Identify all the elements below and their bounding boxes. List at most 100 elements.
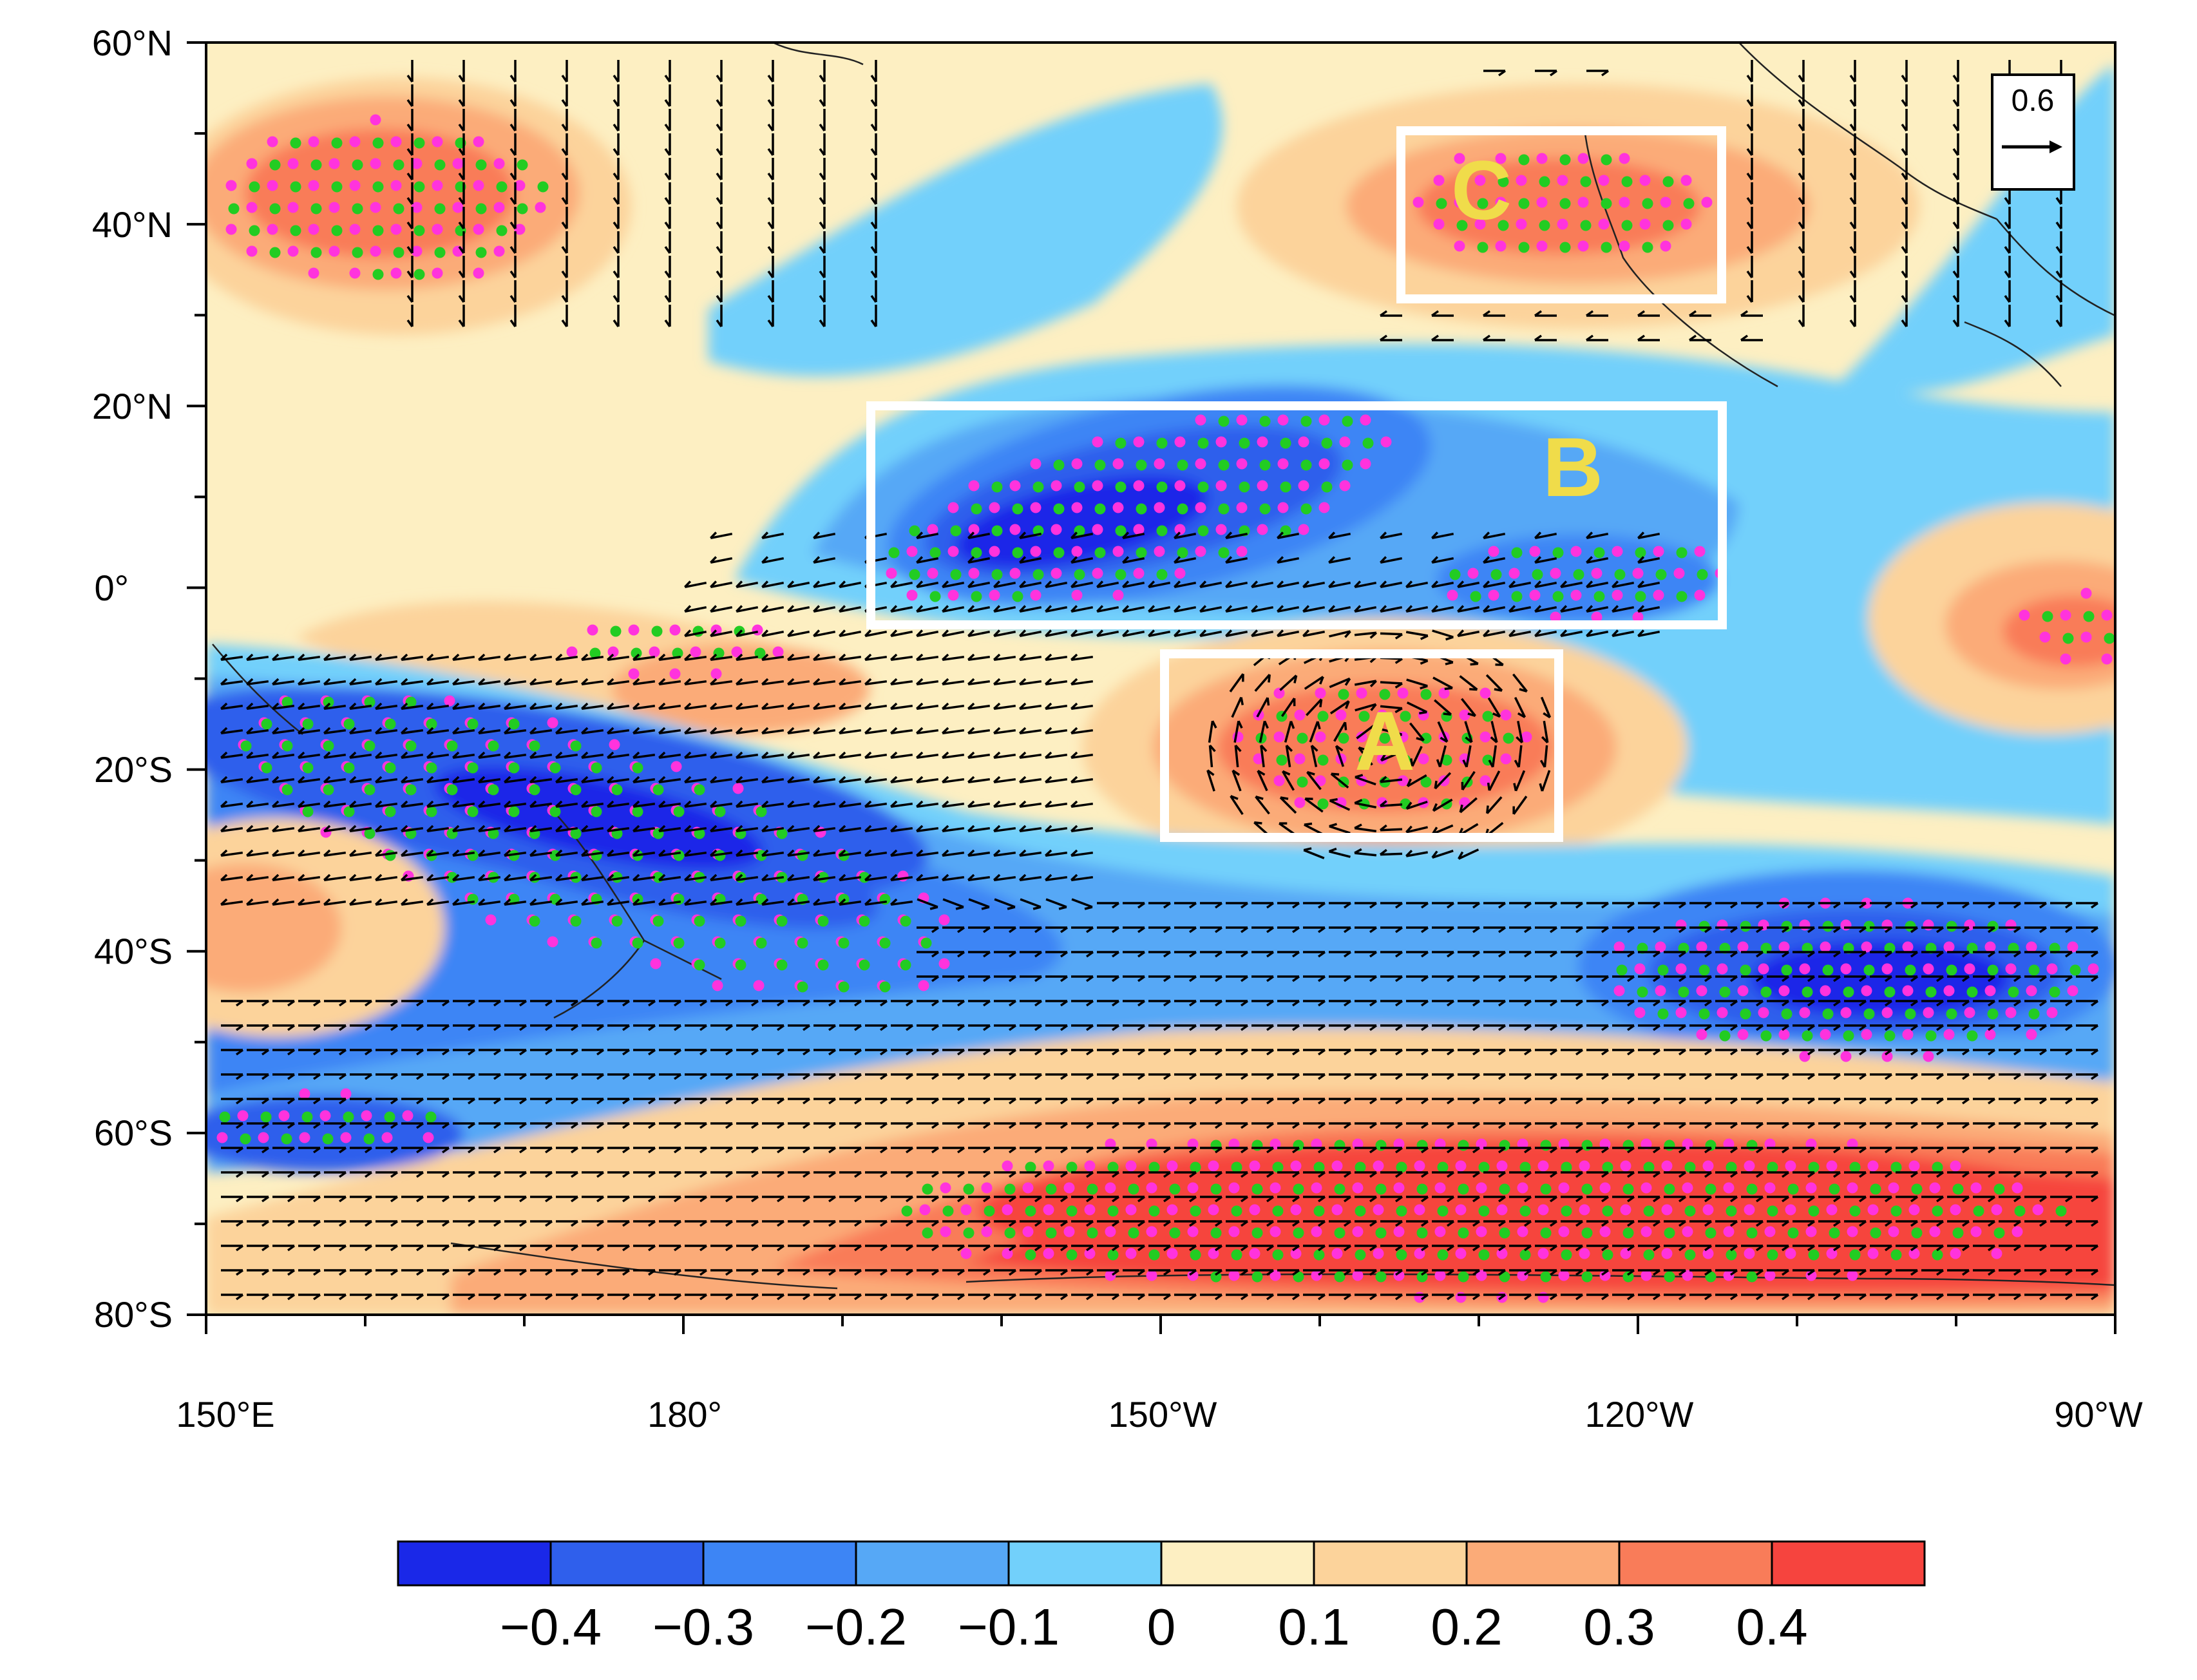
wind-vector-head [1781,1269,1790,1276]
stipple-dot [1653,546,1664,557]
wind-vector [1328,557,1351,564]
wind-vector-head [1549,951,1558,958]
wind-vector-head [415,1245,424,1252]
stipple-dot [1723,1270,1735,1281]
wind-vector-head [375,678,383,685]
wind-vector [1225,532,1248,540]
wind-vector-head [2013,1000,2022,1007]
wind-vector-head [1369,1245,1378,1252]
wind-vector-head [1549,975,1558,982]
stipple-dot [1280,437,1291,449]
wind-vector-head [1289,720,1295,729]
wind-vector [1465,745,1472,768]
wind-vector-head [338,1024,347,1031]
stipple-dot [328,158,340,169]
wind-vector-head [1240,1000,1249,1007]
stipple-dot [1154,458,1165,470]
stipple-dot [1342,459,1353,471]
wind-vector-head [647,1269,656,1276]
wind-vector-head [1781,951,1790,958]
wind-vector-head [839,751,846,759]
stipple-dot [1847,1182,1858,1194]
wind-vector-head [1961,1098,1970,1105]
stipple-dot [1277,458,1289,470]
wind-vector-head [916,800,924,808]
wind-vector [1411,745,1423,767]
wind-vector-head [802,1245,811,1252]
wind-vector-head [664,221,671,230]
wind-vector-head [905,1147,914,1154]
stipple-dot [2032,1204,2044,1216]
wind-vector-head [684,776,692,783]
wind-vector [1512,796,1528,815]
wind-vector-head [458,196,465,205]
wind-vector [1281,770,1295,791]
wind-vector [323,729,347,735]
wind-vector-head [1534,531,1542,539]
wind-vector-head [1884,902,1893,909]
wind-vector-head [1807,1245,1816,1252]
stipple-dot [1602,1205,1613,1217]
wind-vector-head [1781,1245,1790,1252]
wind-vector-head [1832,1220,1841,1227]
wind-vector-head [776,1122,785,1129]
wind-vector-head [864,751,872,759]
wind-vector-head [529,898,537,906]
wind-vector [839,753,862,759]
wind-vector-head [776,1269,785,1276]
wind-vector-head [658,751,666,759]
stipple-dot [963,1227,975,1239]
wind-vector [426,753,450,759]
stipple-dot [1993,1183,2005,1195]
wind-vector [1045,606,1068,613]
wind-vector [1045,680,1068,686]
wind-vector [1406,800,1428,810]
wind-vector-head [1111,1073,1120,1080]
wind-vector-head [467,1245,476,1252]
wind-vector-head [478,776,486,783]
stipple-dot [1660,240,1671,252]
wind-vector-head [261,1122,270,1129]
wind-vector [1586,557,1609,564]
wind-vector-head [2055,221,2062,230]
wind-vector-head [1214,1245,1223,1252]
stipple-dot [1043,1204,1054,1216]
wind-vector-head [298,776,305,783]
wind-vector-head [415,1049,424,1056]
wind-vector [684,826,707,833]
wind-vector [555,655,578,662]
stipple-dot [1863,921,1875,932]
wind-vector [1234,745,1239,768]
wind-vector-head [1329,797,1338,802]
stipple-dot [1317,754,1329,766]
wind-vector-head [298,873,305,881]
wind-vector [272,655,295,662]
stipple-dot [1778,1029,1790,1040]
stipple-dot [547,936,558,948]
stipple-dot [302,718,314,730]
wind-vector-head [1516,736,1523,743]
wind-vector-head [710,727,718,734]
wind-vector [1070,778,1094,784]
stipple-dot [1612,546,1623,557]
wind-vector-head [581,898,589,906]
wind-vector-head [1961,926,1970,933]
wind-vector [452,729,475,735]
wind-vector-head [1652,951,1661,958]
wind-vector-head [2090,1024,2099,1031]
stipple-dot [340,1088,352,1100]
wind-vector-head [1019,800,1027,808]
wind-vector-head [2064,1196,2073,1203]
stipple-dot [1177,503,1188,515]
wind-vector-head [1858,1024,1867,1031]
wind-vector [916,875,939,882]
wind-vector-head [905,1245,914,1252]
stipple-dot [547,717,558,729]
stipple-dot [1154,546,1165,557]
stipple-dot [947,546,959,557]
wind-vector-head [982,1098,991,1105]
wind-vector-head [529,776,537,783]
wind-vector-head [1884,975,1893,982]
wind-vector [1019,581,1042,589]
stipple-dot [1025,1161,1036,1173]
